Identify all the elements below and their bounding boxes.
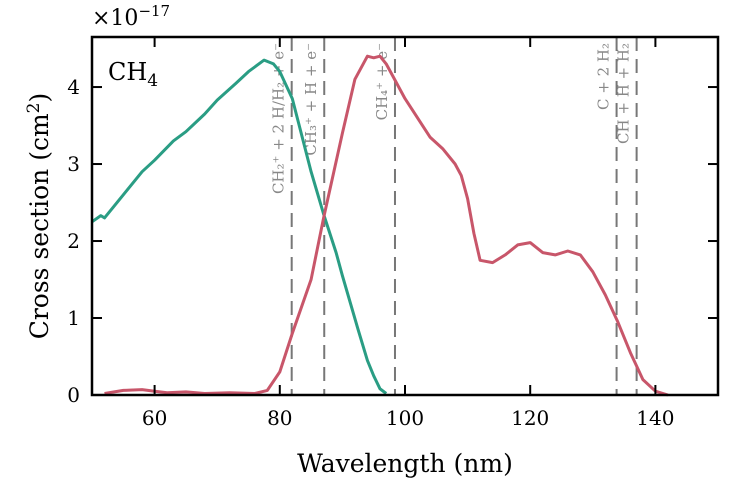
x-tick-label: 120: [511, 406, 549, 430]
y-multiplier: ×10−17: [92, 2, 170, 31]
x-tick-label: 100: [386, 406, 424, 430]
threshold-label: CH₂⁺ + 2 H/H₂ + e⁻: [270, 43, 288, 194]
threshold-label: CH₄⁺ + e⁻: [373, 43, 391, 120]
x-tick-label: 80: [267, 406, 292, 430]
y-tick-label: 3: [67, 152, 80, 176]
threshold-label: CH + H + H₂: [615, 43, 633, 144]
x-tick-label: 140: [636, 406, 674, 430]
y-tick-label: 2: [67, 229, 80, 253]
molecule-label: CH4: [108, 58, 158, 91]
y-tick-label: 1: [67, 306, 80, 330]
x-tick-label: 60: [142, 406, 167, 430]
series-line-1: [104, 54, 669, 397]
y-axis-label: Cross section (cm2): [24, 93, 54, 340]
threshold-label: CH₃⁺ + H + e⁻: [302, 43, 320, 156]
threshold-label: C + 2 H₂: [595, 43, 613, 110]
y-tick-label: 4: [67, 75, 80, 99]
y-tick-label: 0: [67, 383, 80, 407]
series-line-0: [91, 58, 388, 395]
x-axis-label: Wavelength (nm): [297, 449, 513, 478]
